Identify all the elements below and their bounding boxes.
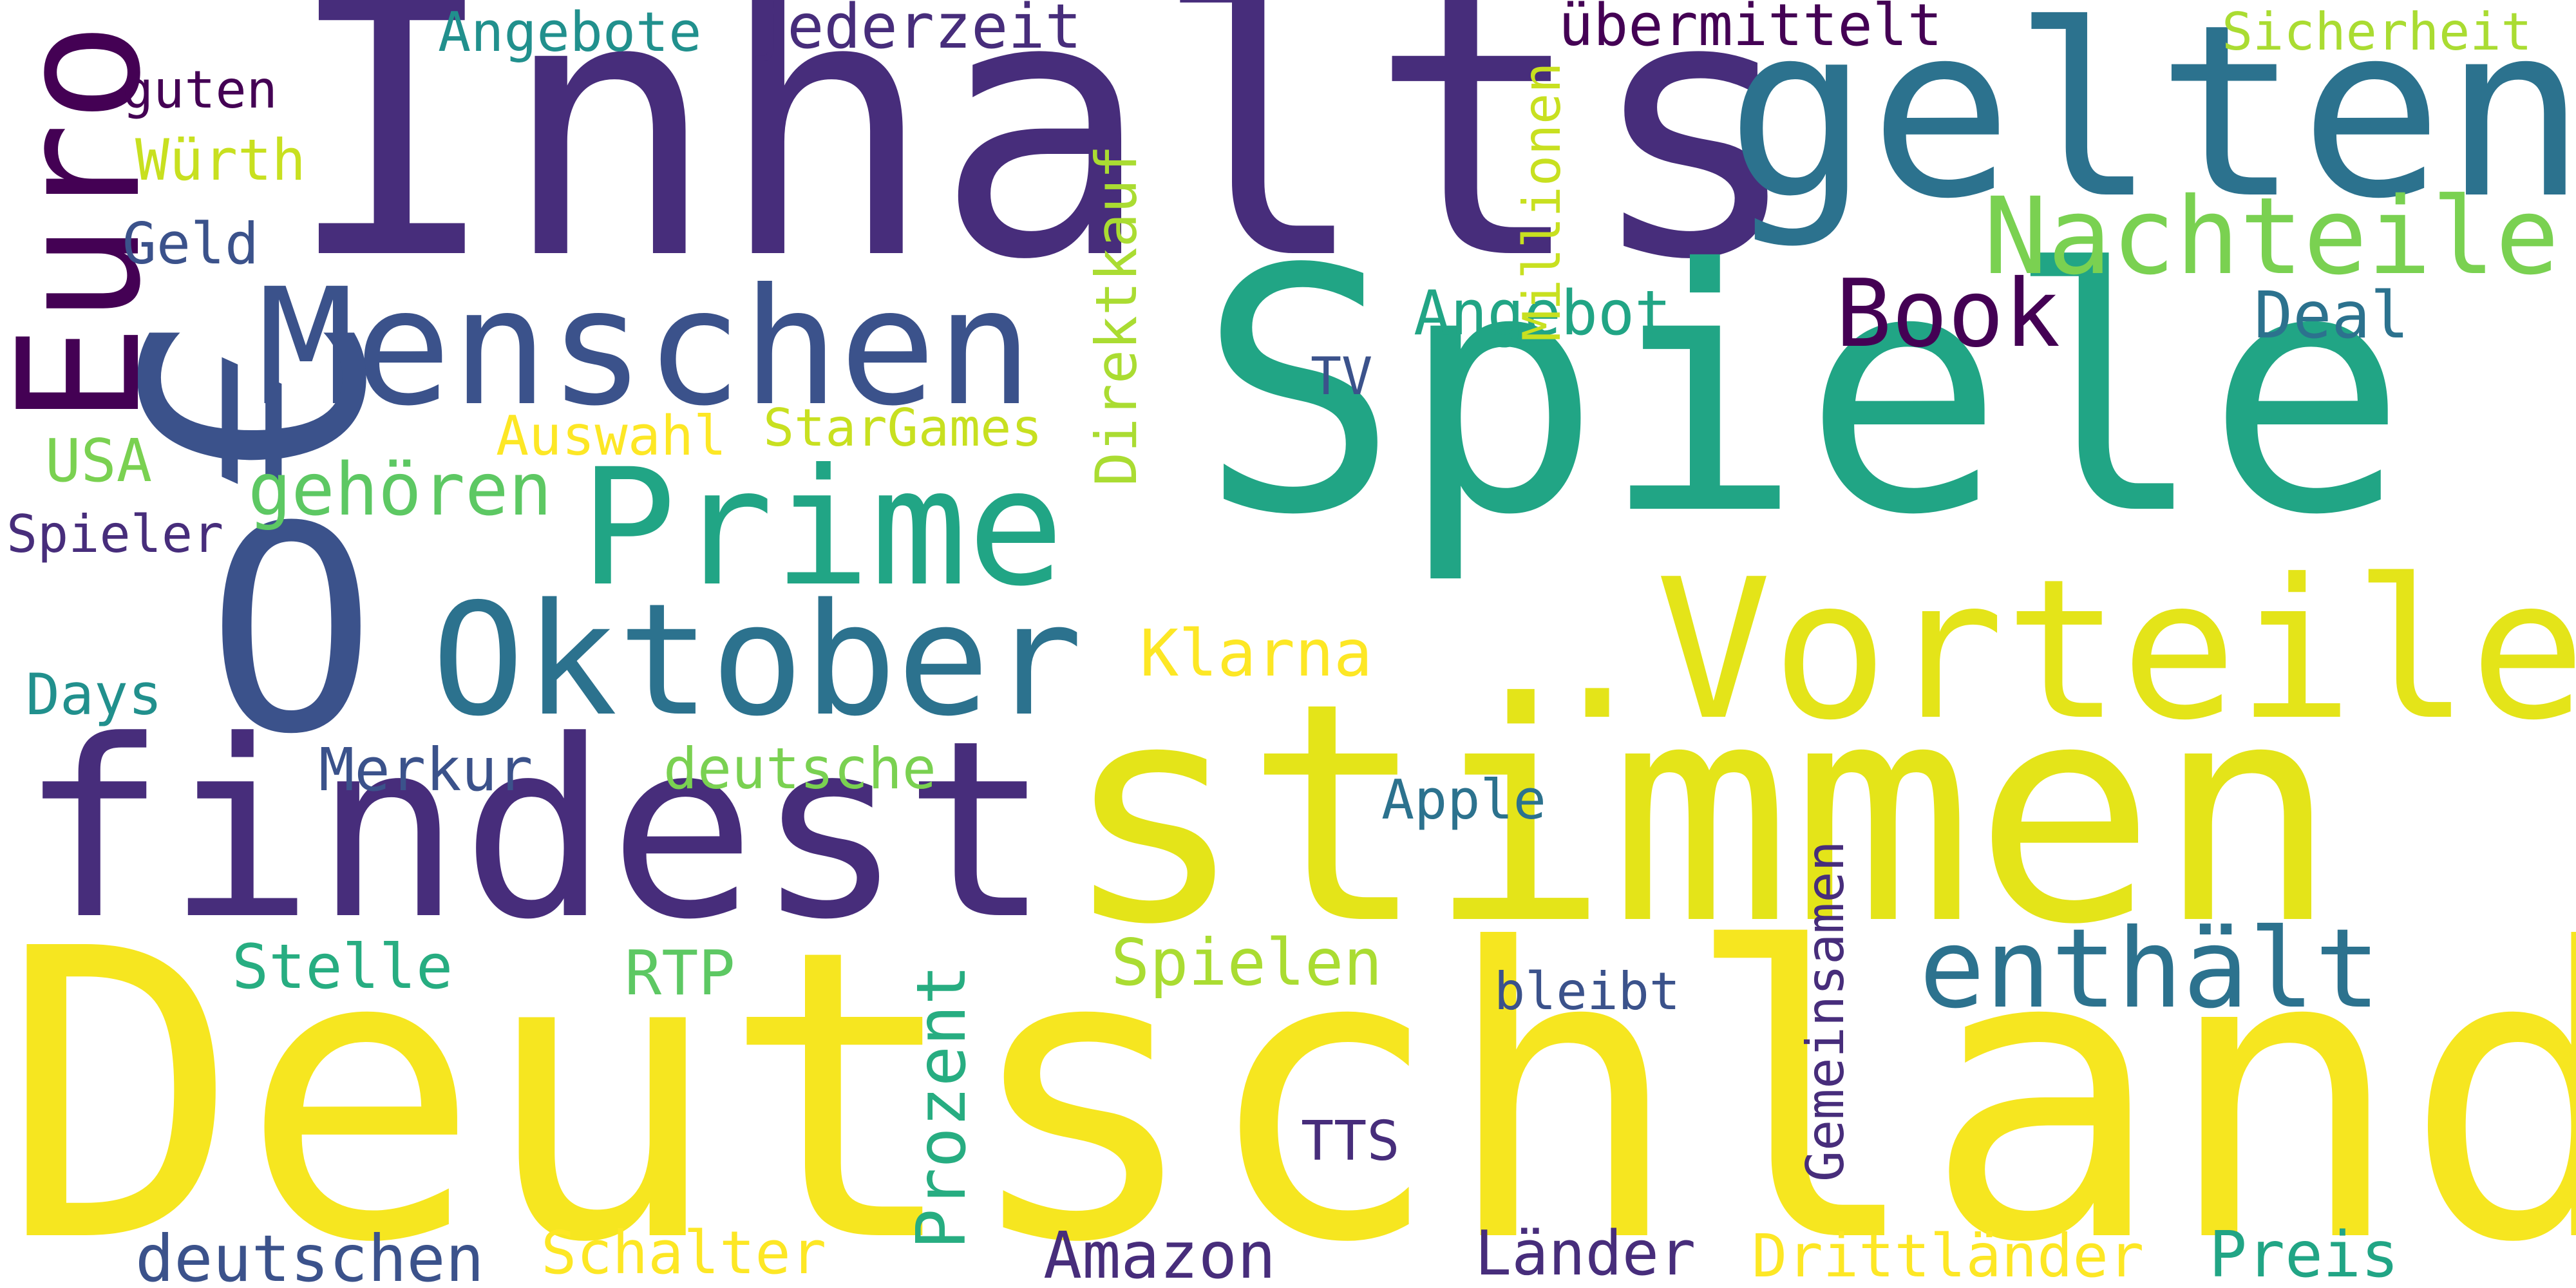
word-drittlaender: Drittländer	[1752, 1222, 2145, 1288]
word-inhalts: Inhalts	[283, 0, 1804, 339]
word-tv: TV	[1311, 346, 1373, 406]
word-klarna: Klarna	[1140, 616, 1373, 691]
word-prime: Prime	[580, 434, 1065, 621]
word-tts: TTS	[1301, 1110, 1400, 1173]
word-sicherheit: Sicherheit	[2222, 2, 2532, 62]
word-rtp: RTP	[625, 938, 735, 1009]
word-prozent: Prozent	[902, 964, 981, 1249]
word-usa: USA	[45, 426, 153, 495]
word-stimmen: stimmen	[1063, 638, 2338, 990]
word-spieler: Spieler	[6, 504, 224, 564]
word-gemeinsamen: Gemeinsamen	[1795, 840, 1855, 1182]
word-angebote: Angebote	[438, 1, 702, 64]
word-uebermittelt: übermittelt	[1558, 0, 1943, 59]
word-book: Book	[1835, 260, 2061, 368]
word-gelten: gelten	[1726, 0, 2576, 251]
word-jederzeit: jederzeit	[750, 0, 1082, 62]
word-o: O	[206, 466, 377, 796]
word-menschen: Menschen	[258, 254, 1034, 441]
word-direktkauf: Direktkauf	[1083, 145, 1150, 486]
word-findest: findest	[19, 688, 1051, 973]
word-spielen: Spielen	[1111, 925, 1383, 1000]
word-schalter: Schalter	[541, 1218, 827, 1287]
word-preis: Preis	[2209, 1218, 2400, 1288]
word-deal: Deal	[2254, 278, 2409, 353]
word-angebot: Angebot	[1414, 278, 1672, 349]
word-geld: Geld	[122, 211, 259, 277]
word-gehoeren: gehören	[248, 448, 553, 532]
word-millionen: Millionen	[1512, 62, 1572, 341]
word-apple: Apple	[1381, 768, 1546, 832]
word-nachteile: Nachteile	[1984, 175, 2560, 298]
word-auswahl: Auswahl	[496, 404, 727, 468]
word-amazon: Amazon	[1043, 1218, 1276, 1288]
word-enthaelt: enthält	[1919, 905, 2381, 1033]
word-stelle: Stelle	[232, 932, 453, 1003]
word-stargames: StarGames	[763, 398, 1043, 458]
word-guten: guten	[122, 60, 278, 120]
word-oktober: Oktober	[431, 570, 1083, 750]
word-laender: Länder	[1475, 1218, 1696, 1288]
word-vorteile: .Vorteile	[1539, 538, 2576, 762]
word-days: Days	[26, 661, 162, 728]
word-spiele: Spiele	[1198, 198, 2408, 588]
word-deutschland: Deutschland	[0, 866, 2576, 1288]
word-deutsche: deutsche	[663, 735, 936, 802]
word-bleibt: bleibt	[1494, 961, 1680, 1021]
word-merkur: Merkur	[319, 735, 533, 804]
word-wuerth: Würth	[135, 127, 306, 193]
word-deutschen: deutschen	[135, 1221, 484, 1288]
